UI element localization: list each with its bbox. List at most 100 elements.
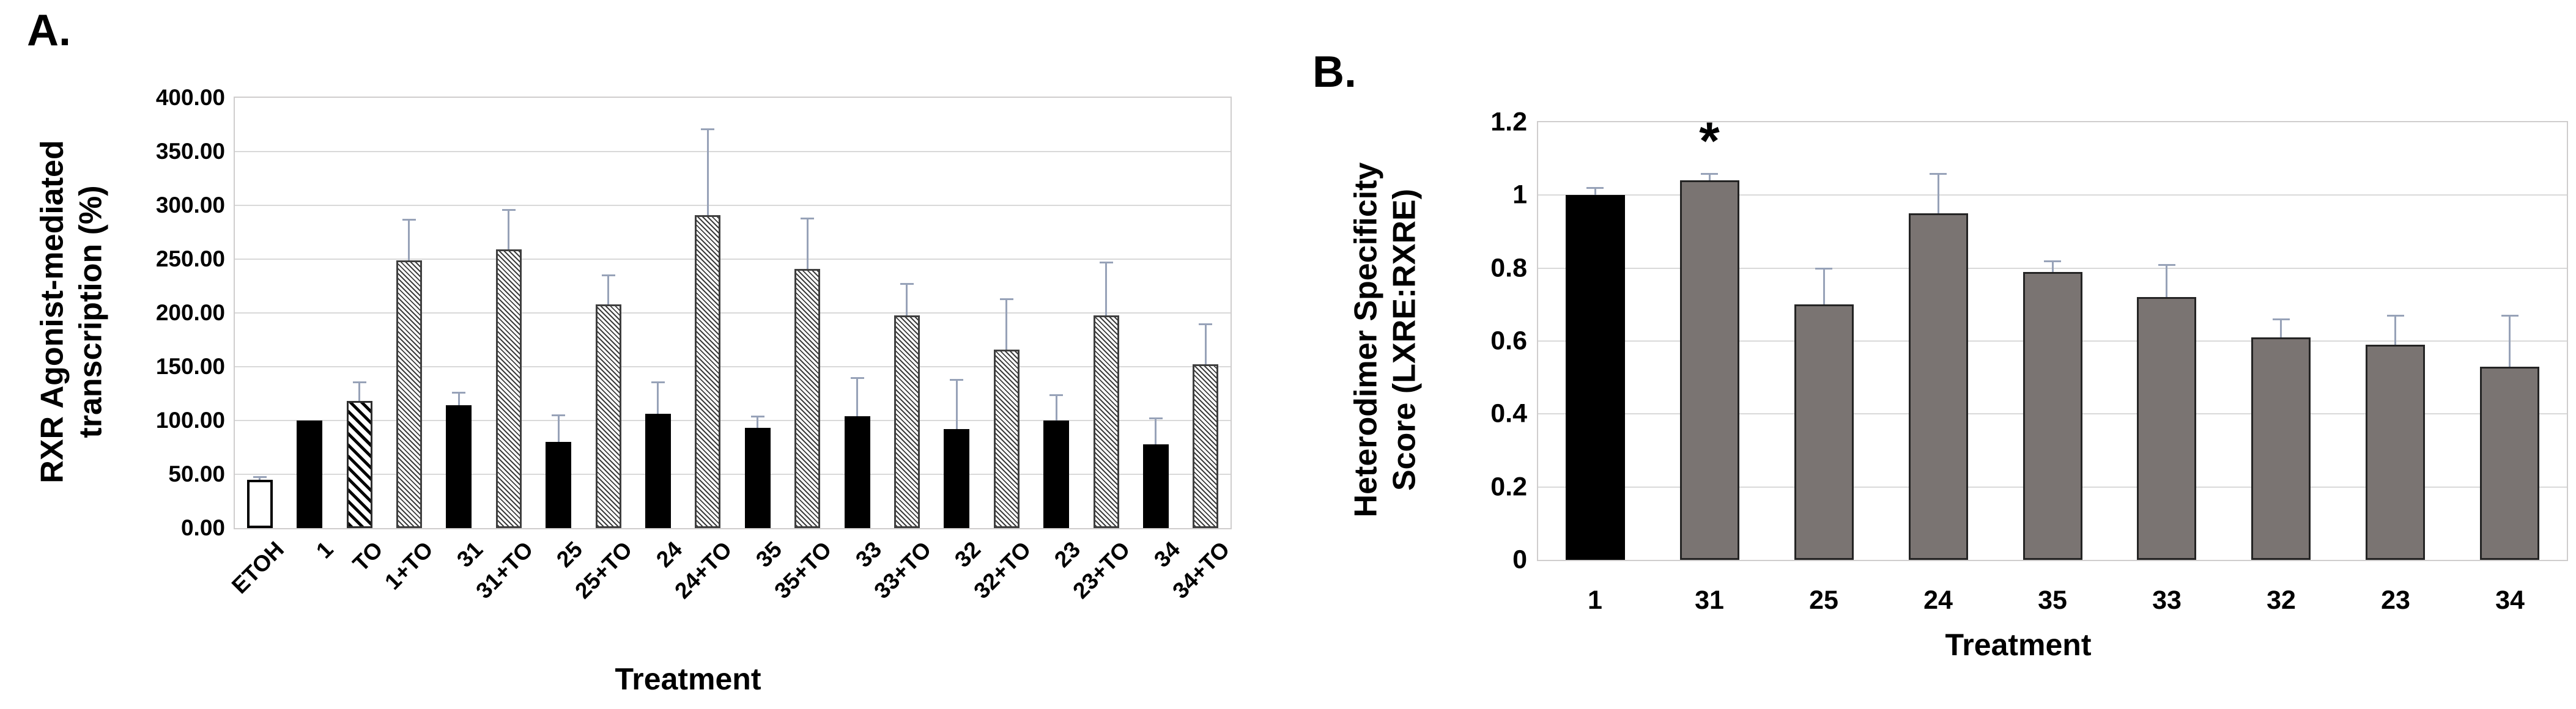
error-bar-cap [1701, 173, 1718, 175]
x-tick-label: 1+TO [380, 537, 438, 595]
bar-23+TO [1094, 315, 1119, 528]
error-bar-cap [651, 381, 665, 383]
error-bar-cap [1815, 268, 1832, 270]
bar-23 [2366, 345, 2425, 560]
error-bar-cap [1049, 394, 1063, 396]
error-bar [2394, 315, 2396, 345]
error-bar [1105, 262, 1107, 315]
x-tick-label: 35 [2038, 586, 2067, 615]
x-tick-label: 31+TO [470, 537, 538, 604]
error-bar [558, 415, 560, 442]
x-tick-label: 33 [850, 537, 886, 573]
error-bar [1709, 174, 1711, 180]
gridline [235, 312, 1231, 314]
y-tick-label: 1 [1512, 180, 1527, 210]
error-bar [1155, 418, 1157, 444]
error-bar [2509, 315, 2511, 367]
error-bar-cap [402, 219, 416, 221]
gridline [235, 205, 1231, 206]
gridline [1538, 194, 2567, 196]
y-tick-label: 250.00 [155, 246, 225, 271]
bar-32 [2251, 337, 2311, 560]
x-tick-label: 31 [451, 537, 487, 573]
x-tick-label: 34 [1149, 537, 1185, 573]
bar-25 [1794, 304, 1854, 560]
error-bar [657, 382, 659, 414]
panel-a-label: A. [27, 6, 71, 55]
error-bar-cap [701, 128, 714, 130]
y-tick-label: 0.8 [1490, 253, 1527, 283]
gridline [235, 151, 1231, 152]
error-bar-cap [2501, 315, 2519, 317]
x-tick-label: 33 [2152, 586, 2182, 615]
bar-33 [845, 416, 870, 528]
error-bar-cap [751, 416, 764, 417]
error-bar [1056, 395, 1057, 421]
y-tick-label: 200.00 [155, 300, 225, 325]
y-tick-label: 0.2 [1490, 472, 1527, 502]
y-tick-label: 0 [1512, 545, 1527, 575]
y-tick-label: 0.4 [1490, 399, 1527, 428]
y-tick-label: 150.00 [155, 354, 225, 379]
bar-24+TO [695, 215, 720, 528]
bar-24 [645, 414, 671, 528]
x-tick-label: 23 [2381, 586, 2410, 615]
error-bar [856, 378, 858, 416]
error-bar-cap [1000, 298, 1013, 300]
error-bar [1205, 324, 1207, 364]
bar-31+TO [496, 249, 522, 528]
bar-31 [1680, 180, 1739, 560]
panel-a-plot-area: 400.00 350.00 300.00 250.00 200.00 150.00 100.… [156, 85, 1234, 603]
panel-b-label: B. [1312, 48, 1356, 97]
y-tick-label: 1.2 [1490, 107, 1527, 137]
x-tick-label: TO [348, 537, 388, 576]
y-tick-label: 400.00 [155, 85, 225, 110]
x-tick-label: 32 [949, 537, 985, 573]
panel-a-x-axis-title: Treatment [615, 662, 761, 696]
x-tick-label: 32 [2267, 586, 2296, 615]
bar-25 [546, 442, 571, 528]
error-bar-cap [1199, 323, 1212, 325]
error-bar [807, 218, 809, 269]
x-tick-label: 34 [2495, 586, 2525, 615]
error-bar-cap [2158, 264, 2175, 266]
error-bar-cap [2273, 318, 2290, 320]
bar-32 [944, 429, 969, 528]
error-bar [757, 416, 758, 428]
panel-b-plot-area: 1.2 1 0.8 0.6 0.4 0.2 0 1 31 25 24 35 33 32 23 34 * [1490, 108, 2568, 615]
error-bar [1938, 174, 1939, 213]
panel-a-y-axis-title: RXR Agonist-mediated transcription (%) [34, 140, 111, 483]
error-bar [358, 382, 360, 401]
panel-b-y-axis-title-line2: Score (LXRE:RXRE) [1387, 188, 1423, 491]
x-tick-label: ETOH [226, 537, 289, 599]
significance-asterisk: * [1699, 112, 1720, 171]
x-tick-label: 24 [1923, 586, 1953, 615]
error-bar-cap [253, 476, 267, 478]
panel-a-y-axis-title-line2: transcription (%) [73, 185, 109, 438]
error-bar [408, 219, 410, 260]
error-bar [259, 477, 261, 480]
bar-24 [1909, 213, 1968, 560]
error-bar [607, 275, 609, 304]
y-tick-label: 0.6 [1490, 326, 1527, 356]
x-tick-label: 32+TO [968, 537, 1035, 604]
bar-33 [2137, 297, 2196, 560]
error-bar [1594, 188, 1596, 195]
error-bar-cap [1586, 187, 1604, 189]
gridline [235, 420, 1231, 421]
bar-1+TO [396, 260, 422, 528]
x-tick-label: 25 [1809, 586, 1838, 615]
error-bar-cap [353, 381, 366, 383]
error-bar-cap [1930, 173, 1947, 175]
x-tick-label: 25 [551, 537, 587, 573]
y-tick-label: 300.00 [155, 193, 225, 218]
gridline [235, 259, 1231, 260]
bar-TO [347, 401, 372, 528]
y-tick-label: 0.00 [180, 515, 225, 540]
panel-a-y-axis-title-line1: RXR Agonist-mediated [34, 140, 70, 483]
bar-33+TO [894, 315, 920, 528]
x-tick-label: 1 [1588, 586, 1602, 615]
bar-35 [745, 428, 771, 528]
x-tick-label: 23 [1049, 537, 1085, 573]
